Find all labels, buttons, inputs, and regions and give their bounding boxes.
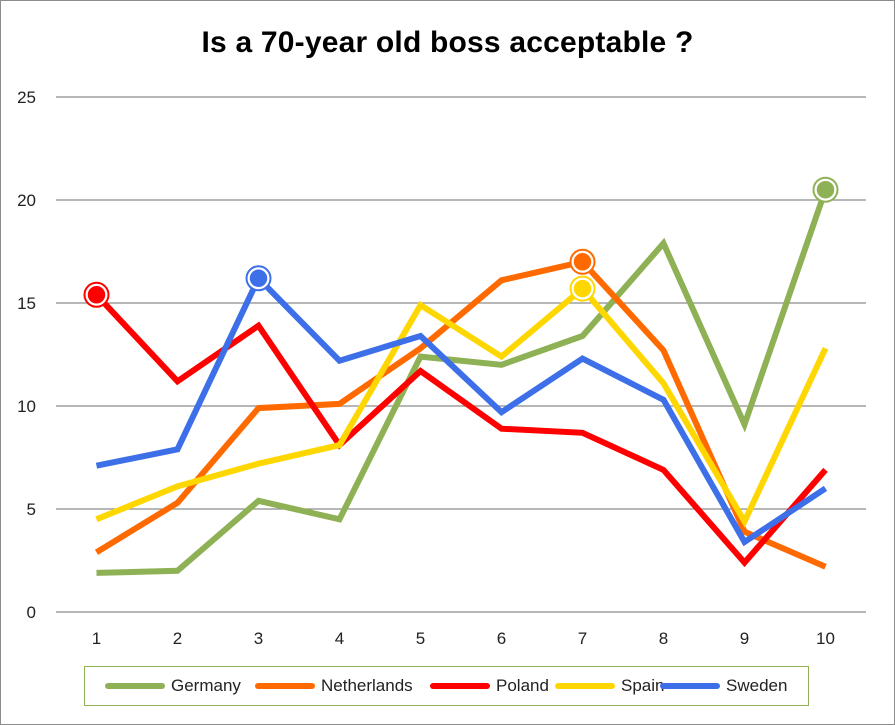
x-tick-label: 5 (416, 629, 425, 648)
x-tick-label: 7 (578, 629, 587, 648)
legend-label-spain: Spain (621, 676, 665, 695)
x-tick-label: 1 (92, 629, 101, 648)
highlight-marker-poland (85, 283, 108, 307)
legend-item-spain: Spain (555, 667, 664, 705)
highlight-ring-spain (569, 275, 596, 302)
legend-item-germany: Germany (105, 667, 241, 705)
highlight-marker-germany (814, 178, 837, 201)
y-tick-label: 25 (17, 88, 36, 107)
highlight-marker-spain (571, 277, 594, 300)
legend-swatch-sweden (660, 683, 720, 689)
legend-swatch-spain (555, 683, 615, 689)
legend-item-netherlands: Netherlands (255, 667, 413, 705)
series-line-netherlands (94, 258, 827, 570)
y-tick-label: 15 (17, 294, 36, 313)
gridlines (56, 96, 866, 613)
highlight-ring-sweden (245, 265, 272, 292)
highlight-marker-sweden (247, 267, 270, 290)
highlight-ring-poland (83, 281, 110, 308)
legend-label-netherlands: Netherlands (321, 676, 413, 695)
x-tick-label: 9 (740, 629, 749, 648)
series-line-spain (95, 284, 829, 528)
series-lines (94, 188, 829, 576)
legend-item-poland: Poland (430, 667, 549, 705)
highlight-marker-netherlands (571, 250, 594, 274)
chart-title: Is a 70-year old boss acceptable ? (201, 26, 694, 59)
highlight-markers (83, 176, 839, 308)
series-line-sweden (95, 273, 828, 547)
x-tick-label: 3 (254, 629, 263, 648)
legend-label-germany: Germany (171, 676, 241, 695)
x-tick-label: 10 (816, 629, 835, 648)
legend: Germany Netherlands Poland Spain Sweden (84, 666, 809, 706)
y-axis-ticks: 0 5 10 15 20 25 (17, 88, 36, 622)
highlight-ring-germany (812, 176, 839, 203)
legend-swatch-poland (430, 683, 490, 689)
legend-label-sweden: Sweden (726, 676, 788, 695)
legend-label-poland: Poland (496, 676, 549, 695)
y-tick-label: 5 (27, 500, 36, 519)
y-tick-label: 20 (17, 191, 36, 210)
highlight-ring-netherlands (569, 248, 596, 275)
legend-swatch-germany (105, 683, 165, 689)
x-tick-label: 2 (173, 629, 182, 648)
series-line-germany (96, 188, 829, 576)
x-tick-label: 4 (335, 629, 344, 648)
series-line-poland (94, 292, 828, 568)
y-tick-label: 10 (17, 397, 36, 416)
x-tick-label: 8 (659, 629, 668, 648)
x-axis-ticks: 1 2 3 4 5 6 7 8 9 10 (92, 629, 835, 648)
legend-swatch-netherlands (255, 683, 315, 689)
x-tick-label: 6 (497, 629, 506, 648)
y-tick-label: 0 (27, 603, 36, 622)
legend-item-sweden: Sweden (660, 667, 787, 705)
